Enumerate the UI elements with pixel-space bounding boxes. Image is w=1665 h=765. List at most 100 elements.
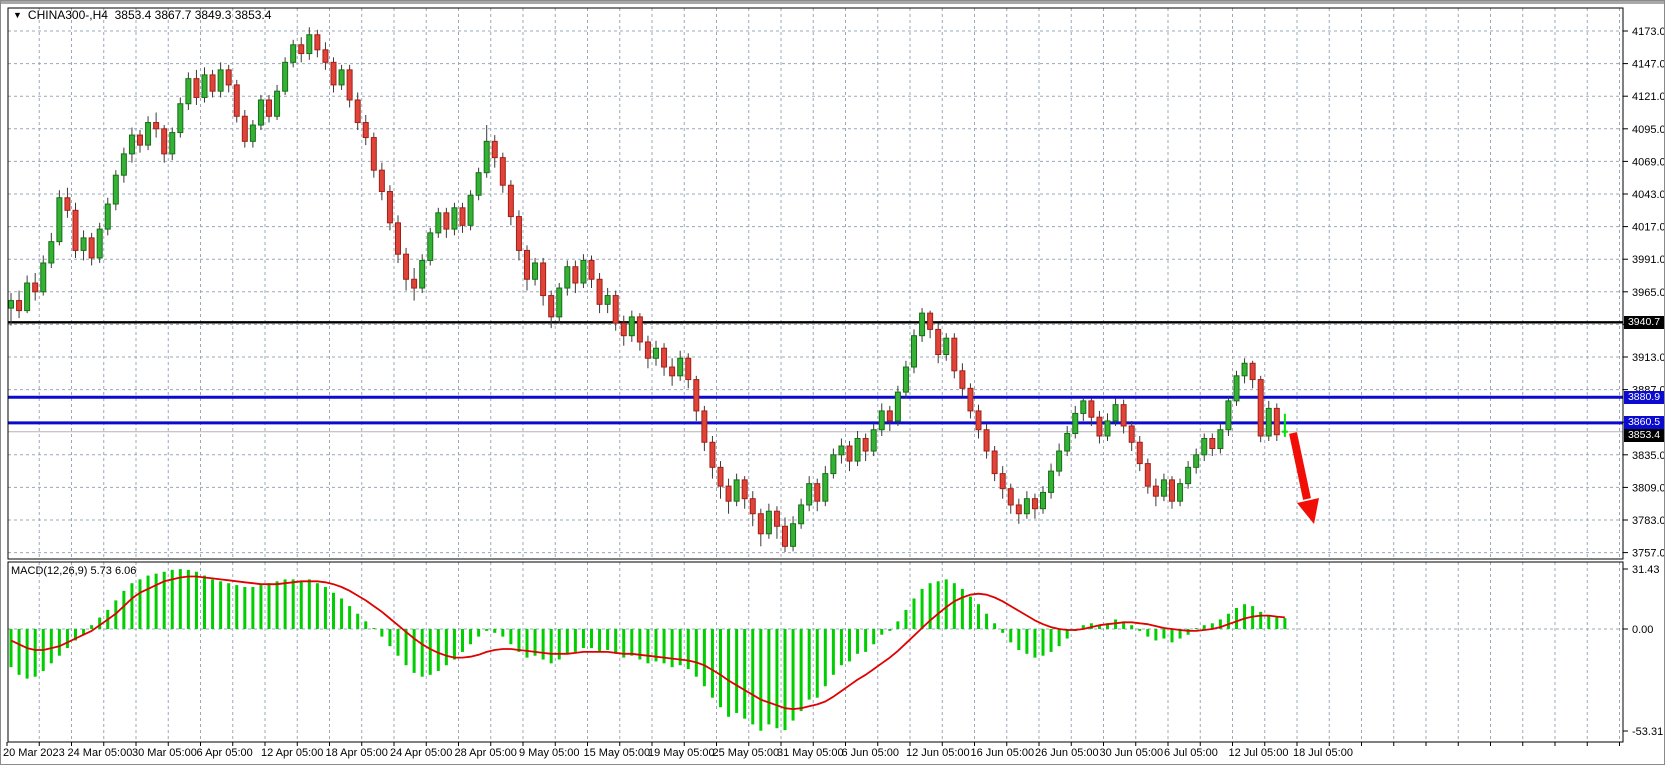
macd-histogram-bar [1275,616,1279,629]
candle-body [274,90,281,117]
candle-body [24,282,31,312]
candle-body [701,410,708,443]
candle-body [217,69,224,92]
candle-body [1169,479,1175,502]
candle-body [790,523,797,547]
time-tick-label: 18 Apr 05:00 [326,747,388,759]
macd-histogram-bar [461,629,464,652]
time-tick-label: 15 May 05:00 [584,747,651,759]
candle-body [806,483,813,506]
candle-body [330,61,337,86]
macd-histogram-bar [968,596,972,629]
macd-histogram-bar [807,629,811,700]
macd-histogram-bar [710,629,714,698]
candle-body [894,391,901,422]
candle-body [1233,375,1240,402]
macd-histogram-bar [1106,623,1109,629]
macd-histogram-bar [1065,629,1069,639]
candle-body [1015,504,1022,515]
candle-body [16,300,23,312]
price-tick-label: 3835.0 [1632,450,1665,462]
candle-body [564,266,571,289]
macd-histogram-bar [614,629,618,654]
macd-histogram-bar [1235,608,1238,629]
candle-body [1273,407,1280,436]
macd-histogram-bar [864,629,868,652]
macd-histogram-bar [541,629,545,660]
macd-histogram-bar [251,587,255,629]
candle-body [822,473,829,502]
candle-body [636,316,643,343]
candle-body [395,222,401,255]
main-pane-frame [7,7,1624,560]
macd-scale-label: -53.31 [1632,726,1663,738]
candle-body [483,140,490,174]
candle-body [1257,379,1264,437]
macd-histogram-bar [912,598,916,629]
macd-histogram-bar [662,629,666,664]
macd-histogram-bar [872,629,876,645]
candle-body [1048,470,1055,493]
candle-body [798,504,805,525]
macd-histogram-bar [122,590,126,629]
macd-main-value: 5.73 [90,565,112,577]
macd-histogram-bar [138,579,142,629]
candle-body [943,337,950,355]
candle-body [161,128,168,155]
candle-body [40,262,47,293]
macd-histogram-bar [82,629,86,635]
macd-histogram-bar [581,629,585,649]
symbol-ohlc-values: 3853.4 3867.7 3849.3 3853.4 [114,8,272,22]
macd-histogram-bar [630,629,634,656]
macd-histogram-bar [686,629,690,670]
candle-body [1265,407,1272,437]
candle-body [362,122,369,139]
candle-body [1040,491,1046,510]
macd-histogram-bar [194,571,198,629]
macd-histogram-bar [799,629,803,712]
candle-body [354,99,361,124]
candle-body [193,78,200,98]
macd-histogram-bar [1202,625,1206,629]
candle-body [1088,400,1095,418]
candle-body [1225,400,1232,431]
candle-body [927,312,934,330]
time-tick-label: 24 Mar 05:00 [68,747,133,759]
time-tick-label: 12 Apr 05:00 [261,747,323,759]
macd-histogram-bar [1089,623,1093,629]
macd-histogram-bar [638,629,642,660]
macd-histogram-bar [1226,613,1230,629]
macd-histogram-bar [751,629,755,725]
candle-body [322,49,329,63]
candle-body [1249,362,1256,381]
time-tick-label: 24 Apr 05:00 [390,747,452,759]
candle-body [685,357,692,381]
candle-body [628,316,635,337]
candle-body [467,194,474,226]
macd-histogram-bar [1178,629,1182,639]
time-tick-label: 19 May 05:00 [648,747,715,759]
macd-histogram-bar [90,625,94,629]
candle-body [677,357,684,377]
price-tick-label: 4095.0 [1632,124,1665,136]
candle-body [386,190,393,224]
macd-pane-frame [7,561,1624,743]
candle-body [612,295,619,324]
candle-body [185,78,192,105]
candle-body [290,44,297,63]
macd-histogram-bar [452,629,456,660]
candle-body [72,209,79,251]
candle-body [838,445,845,456]
candle-body [120,153,127,176]
oneclick-dropdown-icon[interactable]: ▼ [13,10,22,20]
candle-body [56,197,63,243]
macd-histogram-bar [815,629,819,698]
candle-body [886,410,893,422]
candle-body [975,410,982,431]
candle-body [145,122,152,146]
candle-body [983,429,990,452]
macd-histogram-bar [211,579,215,629]
macd-histogram-bar [1194,628,1198,630]
candle-body [548,295,555,318]
